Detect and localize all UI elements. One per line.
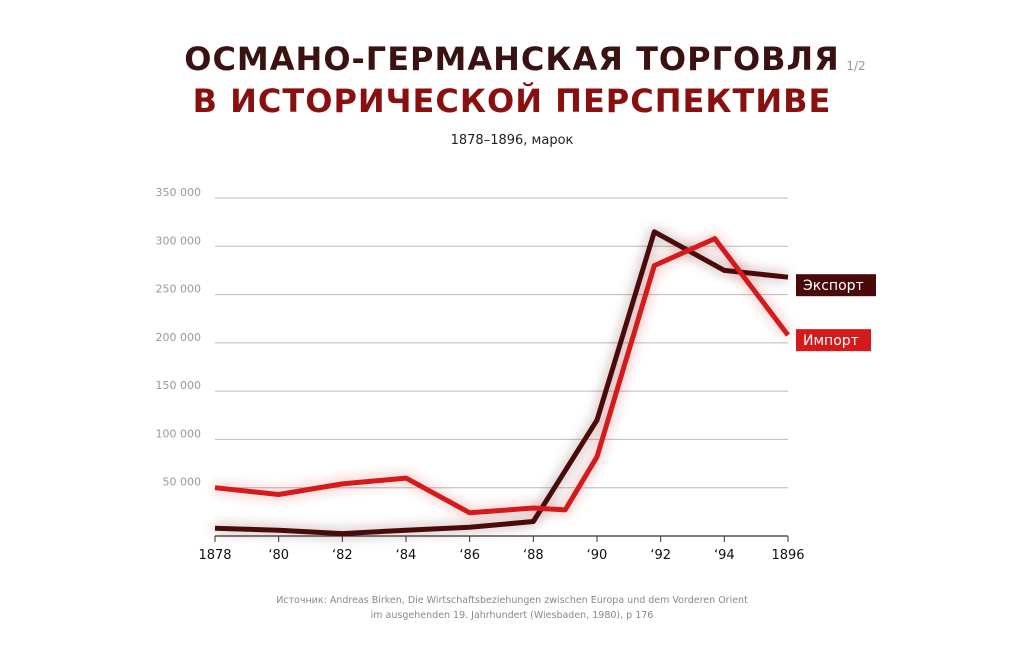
- series-glow-1: [214, 234, 792, 518]
- chart-title-line-2: В ИСТОРИЧЕСКОЙ ПЕРСПЕКТИВЕ: [192, 82, 832, 120]
- x-tick-label: ‘90: [587, 548, 608, 563]
- x-tick-label: 1896: [771, 548, 804, 563]
- source-note-line-2: im ausgehenden 19. Jahrhundert (Wiesbade…: [370, 610, 654, 621]
- y-tick-label: 150 000: [156, 379, 202, 392]
- y-tick-label: 200 000: [156, 331, 202, 344]
- y-tick-label: 50 000: [163, 476, 202, 489]
- page-indicator[interactable]: 1/2: [846, 59, 866, 73]
- legend: Экспорт Импорт: [796, 274, 876, 352]
- y-tick-label: 350 000: [156, 186, 202, 199]
- y-tick-label: 250 000: [156, 283, 202, 296]
- x-tick-label: ‘86: [459, 548, 480, 563]
- legend-label: Экспорт: [803, 278, 864, 294]
- x-tick-label: 1878: [198, 548, 231, 563]
- series-line-import[interactable]: [214, 236, 790, 516]
- y-tick-label: 300 000: [156, 234, 202, 247]
- x-tick-label: ‘82: [332, 548, 353, 563]
- chart-subtitle: 1878–1896, марок: [450, 133, 574, 148]
- grid-lines: [215, 197, 788, 489]
- chart-title-line-1: ОСМАНО-ГЕРМАНСКАЯ ТОРГОВЛЯ: [184, 40, 840, 78]
- x-tick-label: ‘80: [268, 548, 289, 563]
- source-note-line-1: Источник: Andreas Birken, Die Wirtschaft…: [276, 595, 748, 606]
- x-tick-label: ‘92: [650, 548, 671, 563]
- legend-item-import[interactable]: Импорт: [796, 329, 871, 352]
- x-axis: 1878 ‘80 ‘82 ‘84 ‘86 ‘88 ‘90 ‘92 ‘94 1896: [198, 535, 805, 563]
- x-tick-label: ‘84: [396, 548, 417, 563]
- legend-label: Импорт: [803, 333, 859, 349]
- x-tick-label: ‘94: [714, 548, 735, 563]
- legend-swatch: [796, 274, 876, 297]
- y-axis-ticks: 50 000 100 000 150 000 200 000 250 000 300 00…: [156, 186, 202, 489]
- series-lines: [214, 229, 790, 537]
- y-tick-label: 100 000: [156, 427, 202, 440]
- legend-swatch: [796, 329, 871, 352]
- x-tick-label: ‘88: [523, 548, 544, 563]
- legend-item-export[interactable]: Экспорт: [796, 274, 876, 297]
